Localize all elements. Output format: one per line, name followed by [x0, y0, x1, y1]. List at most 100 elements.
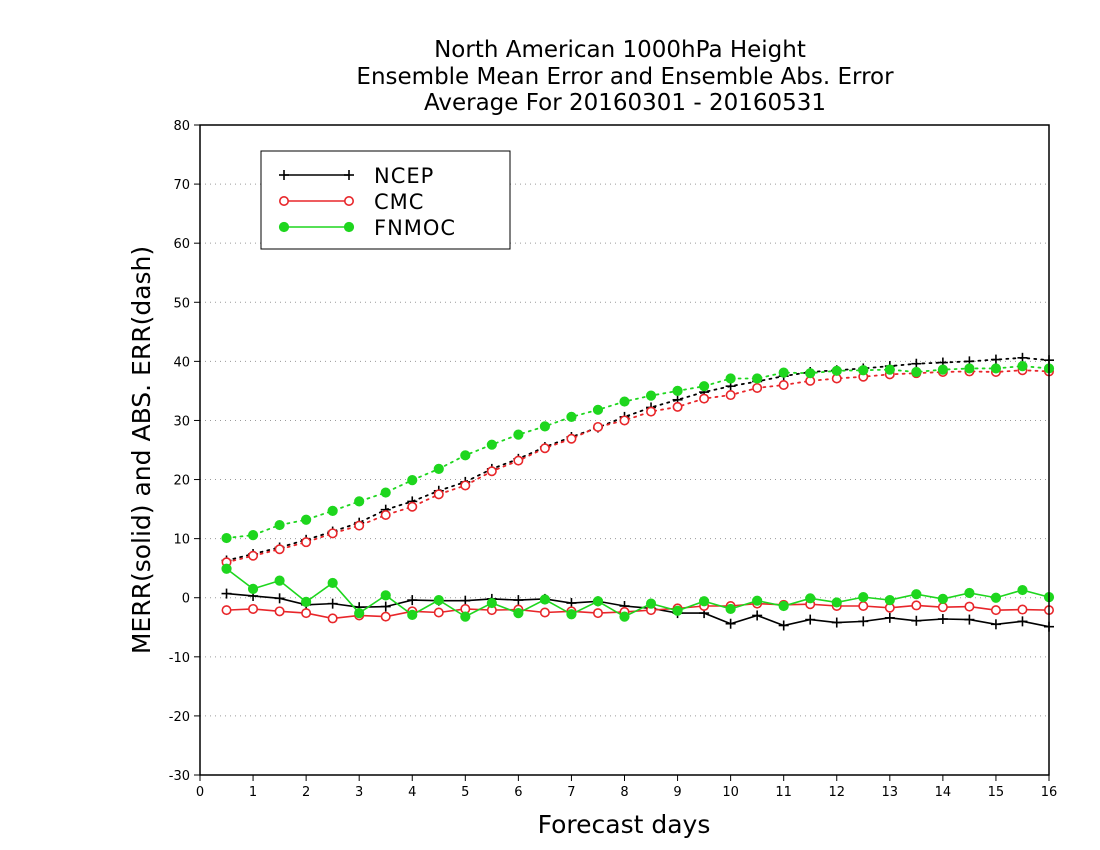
series-ncep-merr-point	[937, 614, 948, 624]
series-cmc-merr-point	[274, 606, 285, 617]
series-cmc-abs-err-point	[752, 382, 763, 393]
series-cmc-abs-err-point	[725, 390, 736, 401]
series-fnmoc-abs-err-point	[327, 505, 338, 516]
series-ncep-merr-point	[858, 616, 869, 627]
plot-frame	[199, 124, 1050, 776]
series-fnmoc-merr-point	[274, 575, 285, 586]
series-fnmoc-merr-point	[672, 605, 683, 616]
series-cmc-merr-point	[911, 600, 922, 611]
series-fnmoc-abs-err-point	[221, 532, 232, 544]
x-axis-title: Forecast days	[538, 810, 711, 839]
series-fnmoc-merr-point	[911, 589, 922, 600]
series-fnmoc-abs-err-point	[566, 411, 577, 423]
series-fnmoc-merr-point	[327, 577, 338, 589]
series-cmc-merr-point	[221, 605, 232, 616]
series-cmc-abs-err-point	[433, 489, 444, 500]
series-cmc-merr-point	[380, 611, 391, 622]
gridlines	[200, 183, 1049, 717]
x-tick-label: 8	[620, 785, 628, 800]
series-fnmoc-abs-err-point	[592, 404, 604, 415]
legend-item-ncep: NCEP	[279, 164, 433, 188]
series-cmc-abs-err-point	[460, 480, 471, 491]
series-ncep-merr-point	[221, 588, 232, 599]
series-fnmoc-abs-err-point	[725, 373, 736, 384]
series-fnmoc-merr-point	[433, 594, 444, 606]
series-fnmoc-merr-point	[513, 607, 524, 619]
series-fnmoc-merr-point	[831, 597, 842, 608]
series-fnmoc-merr-point	[566, 609, 577, 620]
series-ncep-merr-point	[990, 619, 1001, 630]
x-tick-label: 4	[408, 785, 416, 800]
series-ncep-merr-point	[884, 612, 895, 623]
series-fnmoc-abs-err-point	[539, 421, 551, 432]
chart-title-line-2: Ensemble Mean Error and Ensemble Abs. Er…	[356, 64, 894, 90]
series-fnmoc-abs-err-point	[831, 365, 842, 376]
series-fnmoc-abs-err-point	[990, 363, 1002, 374]
series-cmc-merr-point	[964, 601, 975, 612]
series-cmc-abs-err-point	[354, 520, 365, 531]
x-tick-label: 16	[1041, 785, 1058, 800]
series-fnmoc-abs-err-point	[1017, 360, 1028, 372]
series-fnmoc-merr-point	[858, 592, 869, 603]
series-ncep-merr-point	[778, 620, 789, 631]
x-tick-label: 11	[775, 785, 792, 800]
legend-marker-right-point	[343, 196, 354, 207]
series-fnmoc-abs-err-point	[884, 364, 895, 375]
series-fnmoc-abs-err-point	[247, 529, 259, 541]
series-fnmoc-merr-line	[226, 568, 1050, 618]
series-ncep-merr-point	[327, 598, 338, 609]
series-cmc-merr-point	[937, 602, 948, 613]
series-fnmoc-merr-point	[698, 596, 710, 607]
series-cmc-merr-point	[327, 613, 338, 624]
series-fnmoc-abs-err-point	[778, 367, 789, 378]
series-cmc-merr-point	[301, 608, 312, 619]
y-tick-label: -30	[169, 769, 190, 784]
axis-ticks	[194, 124, 1050, 781]
series-fnmoc-abs-err-point	[698, 381, 710, 392]
series-fnmoc-abs-err-point	[619, 396, 630, 407]
series-cmc-abs-err-point	[380, 509, 391, 520]
x-tick-label: 6	[514, 785, 522, 800]
series-fnmoc-abs-err-point	[672, 385, 683, 397]
series-fnmoc-merr-point	[354, 607, 365, 619]
y-tick-label: -20	[169, 710, 190, 725]
y-tick-label: -10	[169, 651, 190, 666]
series-fnmoc-merr-point	[990, 592, 1002, 603]
series-cmc-abs-err-point	[407, 501, 418, 512]
series-ncep-merr-point	[911, 615, 922, 626]
series-ncep-merr-point	[380, 601, 391, 612]
series-ncep-merr-point	[407, 595, 418, 606]
x-tick-label: 5	[461, 785, 469, 800]
x-tick-label: 10	[722, 785, 739, 800]
series-fnmoc-abs-err-point	[937, 364, 948, 375]
chart-title-line-3: Average For 20160301 - 20160531	[424, 90, 826, 116]
series-fnmoc-merr-point	[1017, 584, 1028, 596]
series-fnmoc-merr-point	[407, 609, 418, 620]
series-ncep-merr-point	[831, 617, 842, 628]
series-fnmoc	[221, 360, 1055, 622]
series-fnmoc-abs-err-point	[274, 519, 285, 531]
series-layer	[221, 352, 1055, 632]
series-fnmoc-abs-err-point	[805, 368, 816, 379]
series-fnmoc-merr-point	[301, 596, 312, 607]
series-cmc-abs-err-point	[699, 393, 710, 404]
series-fnmoc-abs-err-point	[513, 429, 524, 440]
series-cmc-abs-err-point	[248, 550, 259, 561]
series-fnmoc-abs-err-point	[460, 450, 471, 461]
series-fnmoc-abs-err-point	[407, 475, 418, 486]
series-cmc-merr-point	[990, 605, 1001, 616]
series-fnmoc-merr-point	[752, 595, 763, 606]
y-tick-label: 40	[173, 355, 190, 370]
series-cmc-abs-err-point	[646, 406, 657, 417]
legend-marker-left-point	[278, 196, 289, 207]
series-fnmoc-merr-point	[380, 590, 391, 601]
series-ncep-merr-point	[1017, 616, 1028, 627]
series-fnmoc-merr-point	[937, 593, 948, 605]
series-ncep-merr-point	[725, 618, 736, 629]
series-fnmoc-merr-point	[486, 597, 497, 609]
y-tick-label: 80	[173, 119, 190, 134]
legend-label: CMC	[374, 190, 424, 214]
series-cmc-abs-err-point	[619, 415, 630, 426]
